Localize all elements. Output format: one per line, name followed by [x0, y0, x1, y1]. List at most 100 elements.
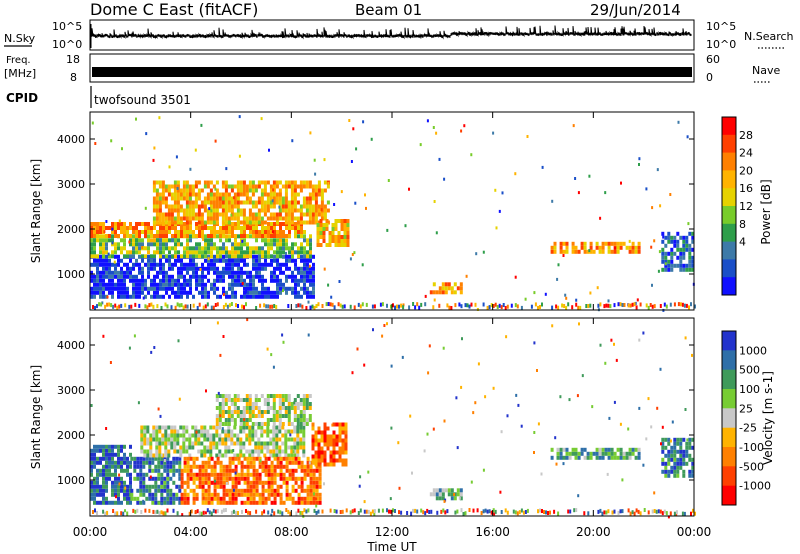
data-cell [197, 441, 201, 446]
data-cell [237, 258, 240, 263]
data-cell [260, 216, 264, 221]
data-cell [213, 258, 216, 263]
colorbar-segment [722, 408, 736, 429]
data-cell [221, 200, 225, 205]
data-cell [293, 437, 297, 442]
data-cell [300, 254, 303, 259]
data-cell [117, 444, 120, 449]
data-cell [664, 473, 668, 478]
noise-cell [241, 282, 244, 285]
data-cell [272, 180, 276, 185]
data-cell [186, 266, 189, 271]
data-cell [102, 492, 105, 497]
data-cell [198, 480, 202, 485]
data-cell [267, 250, 270, 255]
data-cell [343, 223, 347, 227]
data-cell [152, 216, 156, 221]
velocity-heatmap [90, 318, 696, 519]
data-cell [224, 402, 228, 406]
data-cell [105, 456, 108, 461]
ground-scatter-cell [329, 302, 332, 307]
data-cell [676, 243, 680, 248]
data-cell [273, 278, 276, 283]
data-cell [168, 258, 171, 263]
data-cell [320, 212, 324, 217]
data-cell [182, 180, 186, 185]
data-cell [234, 222, 237, 226]
data-cell [315, 476, 319, 481]
ground-scatter-cell [506, 510, 509, 515]
data-cell [96, 472, 99, 477]
ground-scatter-cell [194, 510, 197, 514]
data-cell [93, 230, 96, 234]
data-cell [317, 208, 321, 213]
data-cell [293, 204, 297, 209]
data-cell [151, 468, 155, 473]
data-cell [266, 445, 270, 450]
data-cell [296, 394, 300, 398]
noise-cell [642, 331, 645, 335]
data-cell [297, 266, 300, 271]
data-cell [248, 398, 252, 402]
data-cell [111, 230, 114, 234]
data-cell [140, 449, 144, 454]
data-cell [201, 278, 204, 283]
data-cell [257, 425, 261, 430]
data-cell [288, 286, 291, 291]
data-cell [601, 245, 605, 250]
data-cell [102, 476, 105, 481]
data-cell [252, 234, 255, 238]
data-cell [276, 254, 279, 259]
data-cell [285, 480, 289, 485]
data-cell [224, 445, 228, 450]
noise-cell [591, 405, 594, 409]
data-cell [240, 464, 244, 469]
data-cell [154, 484, 158, 489]
ground-scatter-cell [164, 302, 167, 307]
data-cell [93, 500, 96, 505]
data-cell [331, 231, 335, 235]
data-cell [200, 441, 204, 446]
data-cell [222, 246, 225, 251]
ground-scatter-cell [534, 302, 537, 307]
data-cell [189, 262, 192, 267]
data-cell [237, 226, 240, 230]
data-cell [637, 245, 641, 250]
data-cell [148, 456, 152, 461]
data-cell [260, 449, 264, 454]
data-cell [204, 468, 208, 473]
ground-scatter-cell [577, 305, 580, 310]
data-cell [230, 196, 234, 201]
data-cell [221, 398, 225, 402]
data-cell [167, 184, 171, 189]
data-cell [228, 254, 231, 259]
data-cell [108, 500, 111, 505]
data-cell [212, 204, 216, 209]
ground-scatter-cell [694, 511, 696, 516]
data-cell [158, 425, 162, 430]
data-cell [300, 460, 304, 465]
data-cell [209, 433, 213, 438]
ground-scatter-cell [464, 511, 467, 516]
ground-scatter-cell [224, 302, 227, 307]
data-cell [441, 488, 445, 493]
data-cell [296, 414, 300, 418]
data-cell [189, 456, 193, 461]
data-cell [186, 262, 189, 267]
data-cell [249, 500, 253, 505]
data-cell [90, 496, 93, 501]
data-cell [312, 500, 316, 505]
data-cell [272, 402, 276, 406]
data-cell [163, 468, 167, 473]
data-cell [120, 476, 123, 481]
ground-scatter-cell [482, 509, 485, 514]
data-cell [589, 249, 593, 254]
data-cell [147, 290, 150, 295]
data-cell [162, 286, 165, 291]
ground-scatter-cell [287, 509, 290, 514]
data-cell [270, 234, 273, 238]
data-cell [309, 250, 312, 255]
data-cell [200, 204, 204, 209]
data-cell [343, 227, 347, 231]
